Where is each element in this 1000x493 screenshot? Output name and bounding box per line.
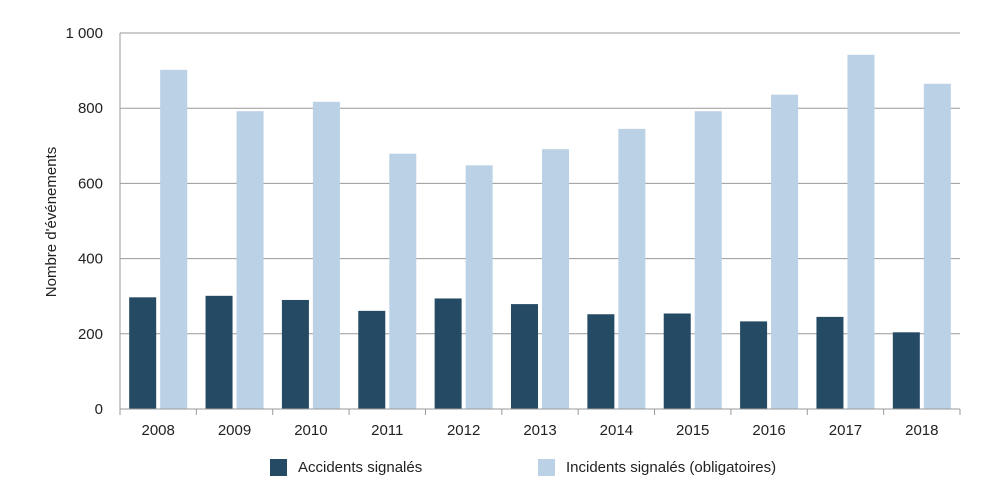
x-tick-label: 2013	[523, 422, 556, 439]
y-tick-label: 1 000	[65, 25, 103, 42]
y-tick-label: 600	[78, 175, 103, 192]
x-tick-label: 2016	[752, 422, 785, 439]
bar-incidents	[160, 69, 188, 410]
y-axis-title: Nombre d'événements	[43, 147, 60, 297]
bar-incidents	[312, 101, 340, 410]
bar-accidents	[587, 314, 615, 409]
x-tick-label: 2014	[600, 422, 633, 439]
bar-accidents	[816, 316, 844, 409]
x-tick-label: 2017	[829, 422, 862, 439]
bar-incidents	[618, 128, 646, 409]
bar-accidents	[892, 332, 920, 409]
bar-incidents	[465, 165, 493, 409]
bar-accidents	[281, 299, 309, 409]
legend-swatch-accidents	[270, 458, 287, 476]
x-tick-label: 2011	[371, 422, 403, 439]
x-tick-label: 2008	[141, 422, 174, 439]
x-tick-label: 2010	[294, 422, 327, 439]
y-tick-label: 200	[78, 326, 103, 343]
legend-label-incidents: Incidents signalés (obligatoires)	[566, 458, 777, 476]
y-tick-label: 0	[95, 401, 103, 418]
bar-incidents	[542, 149, 569, 409]
x-tick-label: 2009	[218, 422, 251, 439]
legend-label-accidents: Accidents signalés	[298, 458, 423, 476]
bar-incidents	[923, 83, 951, 409]
bar-accidents	[358, 310, 386, 409]
legend-swatch-incidents	[538, 458, 555, 476]
bar-accidents	[129, 297, 157, 409]
bar-accidents	[511, 304, 538, 409]
y-tick-label: 800	[78, 100, 103, 117]
legend: Accidents signalés Incidents signalés (o…	[0, 452, 1000, 482]
x-tick-label: 2015	[676, 422, 709, 439]
bar-accidents	[663, 313, 691, 409]
bar-incidents	[236, 111, 264, 409]
bar-accidents	[740, 321, 768, 409]
bars	[129, 54, 951, 410]
legend-item-accidents: Accidents signalés	[270, 452, 422, 482]
bar-incidents	[389, 153, 417, 409]
bar-incidents	[694, 111, 722, 409]
bar-incidents	[771, 94, 799, 409]
x-tick-label: 2018	[905, 422, 938, 439]
bar-incidents	[847, 54, 875, 410]
x-tick-label: 2012	[447, 422, 480, 439]
y-tick-label: 400	[78, 251, 103, 268]
axes: 0 200 400 600 800 1 000 2008 2009 2010 2011 2012 20…	[65, 25, 961, 439]
legend-item-incidents: Incidents signalés (obligatoires)	[538, 452, 776, 482]
bar-accidents	[434, 298, 462, 409]
bar-accidents	[205, 295, 233, 409]
bar-chart: 0 200 400 600 800 1 000 2008 2009 2010 2011 2012 20…	[43, 25, 961, 439]
